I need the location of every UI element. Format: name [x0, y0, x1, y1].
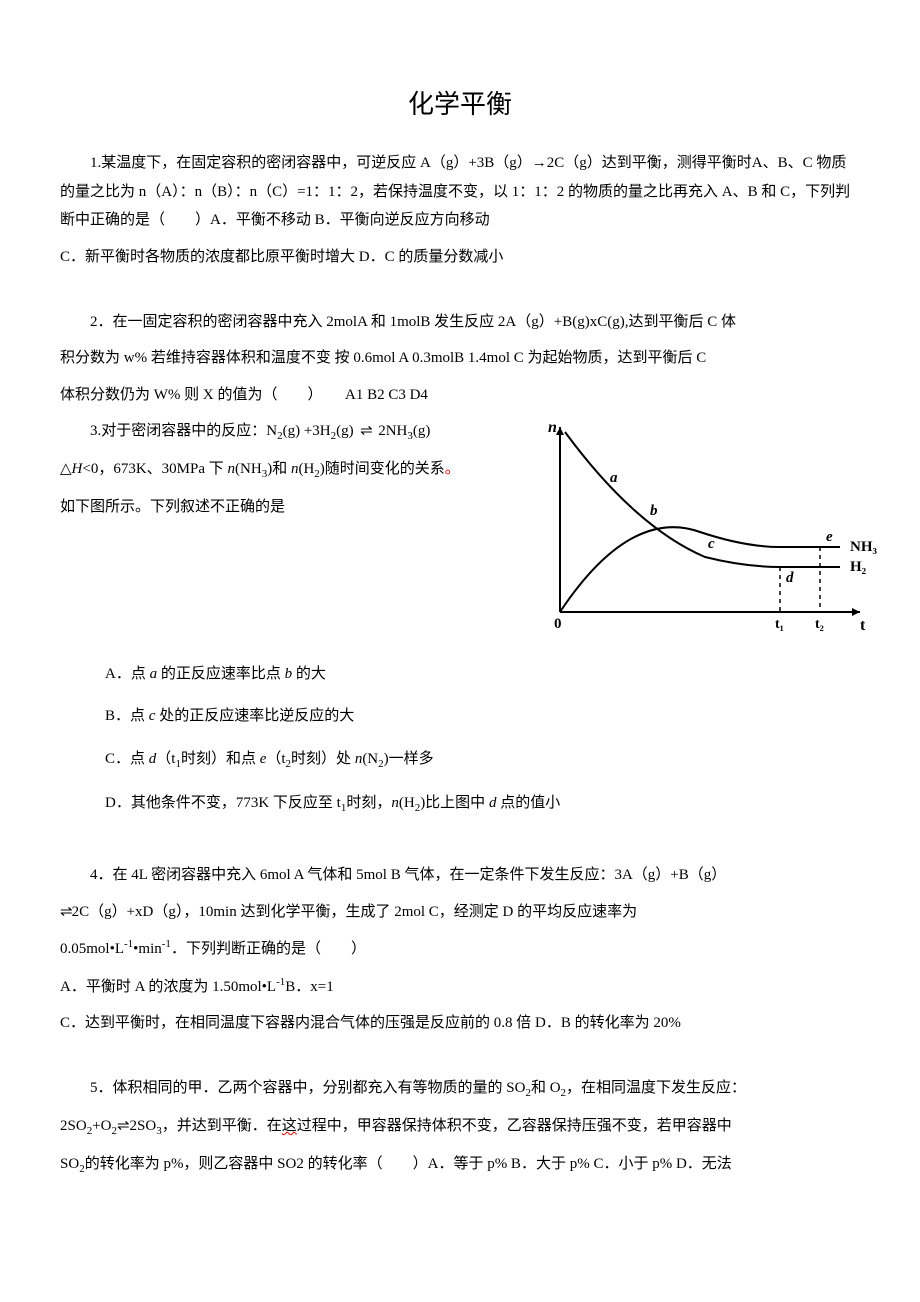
svg-text:t₂: t₂	[815, 617, 824, 632]
q2-line3: 体积分数仍为 W% 则 X 的值为（ ） A1 B2 C3 D4	[60, 381, 860, 410]
svg-text:e: e	[826, 529, 833, 545]
q2-line1: 2．在一固定容积的密闭容器中充入 2molA 和 1molB 发生反应 2A（g…	[60, 308, 860, 337]
equilibrium-arrow: ⇌	[60, 904, 72, 920]
q2-line2: 积分数为 w% 若维持容器体积和温度不变 按 0.6mol A 0.3molB …	[60, 344, 860, 373]
q5-line1: 5．体积相同的甲．乙两个容器中，分别都充入有等物质的量的 SO2和 O2，在相同…	[60, 1074, 860, 1104]
q1-stem: 1.某温度下，在固定容积的密闭容器中，可逆反应 A（g）+3B（g）→2C（g）…	[60, 149, 860, 235]
svg-text:a: a	[610, 470, 618, 486]
wavy-underline: 这	[282, 1118, 297, 1134]
q4-optC: C．达到平衡时，在相同温度下容器内混合气体的压强是反应前的 0.8 倍 D．B …	[60, 1009, 860, 1038]
svg-text:d: d	[786, 570, 794, 586]
svg-text:H₂: H₂	[850, 559, 867, 575]
q5-line2: 2SO2+O2⇌2SO3，并达到平衡．在这过程中，甲容器保持体积不变，乙容器保持…	[60, 1112, 860, 1142]
svg-text:t: t	[860, 617, 866, 634]
q3-line3: 如下图所示。下列叙述不正确的是	[60, 493, 518, 522]
q1-line2: C．新平衡时各物质的浓度都比原平衡时增大 D．C 的质量分数减小	[60, 243, 860, 272]
svg-text:b: b	[650, 503, 658, 519]
q3-optA: A．点 a 的正反应速率比点 b 的大	[60, 660, 860, 689]
q3-line1: 3.对于密闭容器中的反应：N2(g) +3H2(g) ⇌ 2NH3(g)	[60, 417, 518, 447]
q4-line1: 4．在 4L 密闭容器中充入 6mol A 气体和 5mol B 气体，在一定条…	[60, 861, 860, 890]
svg-text:t₁: t₁	[775, 617, 784, 632]
q3-optB: B．点 c 处的正反应速率比逆反应的大	[60, 702, 860, 731]
q4-line2: ⇌2C（g）+xD（g），10min 达到化学平衡，生成了 2mol C，经测定…	[60, 898, 860, 927]
equilibrium-arrow: ⇌	[357, 423, 374, 439]
q4-line3: 0.05mol•L-1•min-1．下列判断正确的是（ ）	[60, 934, 860, 964]
q3-optC: C．点 d（t1时刻）和点 e（t2时刻）处 n(N2)一样多	[60, 745, 860, 775]
svg-text:n: n	[548, 419, 557, 436]
page-title: 化学平衡	[60, 80, 860, 129]
q3-optD: D．其他条件不变，773K 下反应至 t1时刻，n(H2)比上图中 d 点的值小	[60, 789, 860, 819]
svg-text:c: c	[708, 536, 715, 552]
q5-line3: SO2的转化率为 p%，则乙容器中 SO2 的转化率（ ）A．等于 p% B．大…	[60, 1150, 860, 1180]
svg-text:0: 0	[554, 616, 562, 632]
svg-text:NH₃: NH₃	[850, 539, 878, 555]
q3-chart: nt0NH₃H₂t₁t₂abcde	[530, 417, 860, 648]
q4-optA: A．平衡时 A 的浓度为 1.50mol•L-1B．x=1	[60, 972, 860, 1002]
q3-line2: △H<0，673K、30MPa 下 n(NH3)和 n(H2)随时间变化的关系。	[60, 455, 518, 485]
